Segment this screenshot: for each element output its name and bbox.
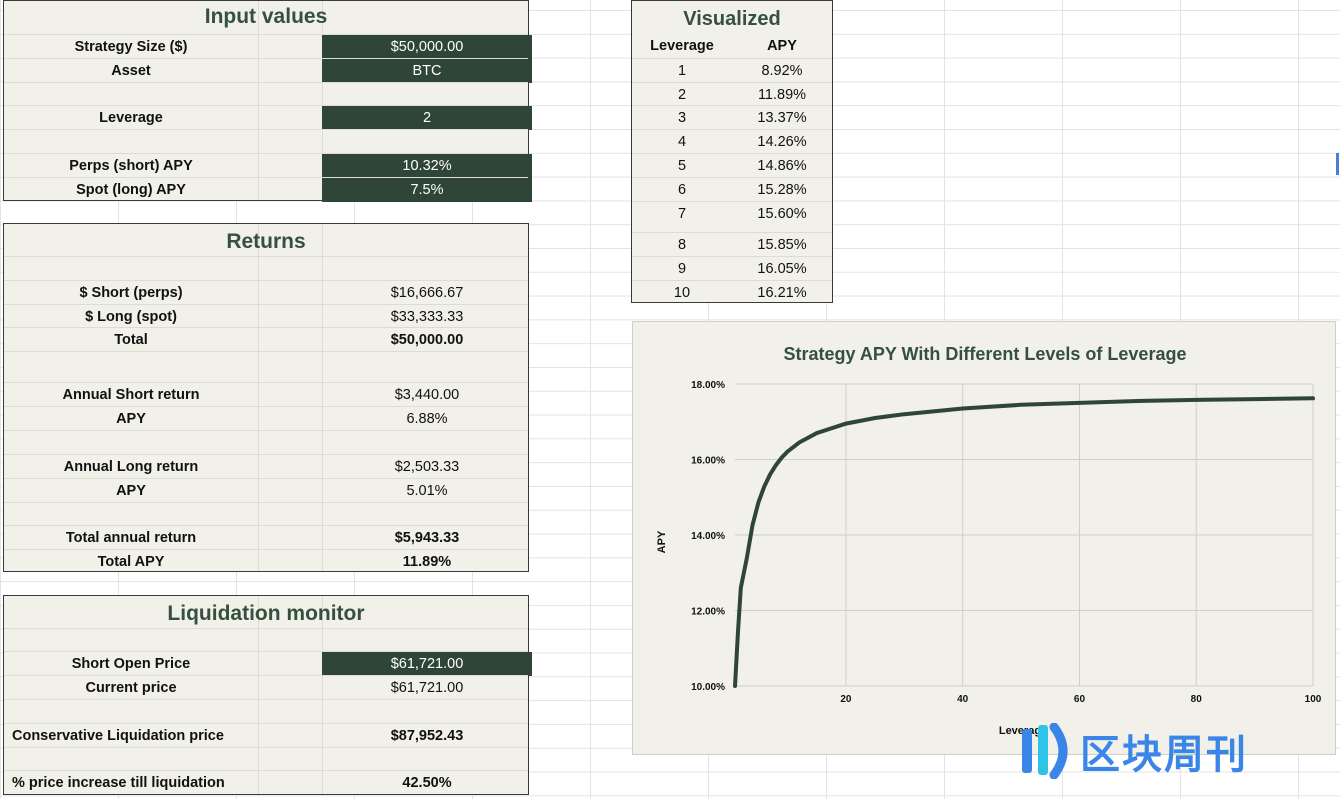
apy-cell[interactable]: 13.37% bbox=[757, 110, 807, 126]
apy-series-line bbox=[733, 396, 1315, 688]
apy-cell[interactable]: 14.86% bbox=[757, 158, 807, 174]
total-annual-return-label: Total annual return bbox=[65, 530, 197, 546]
total-annual-return-value[interactable]: $5,943.33 bbox=[394, 530, 460, 546]
price-increase-till-liquidation-label: % price increase till liquidation bbox=[12, 775, 225, 791]
table-row: 8 15.85% bbox=[632, 232, 832, 257]
conservative-liquidation-price-value[interactable]: $87,952.43 bbox=[390, 728, 464, 744]
total-label: Total bbox=[114, 332, 148, 348]
current-price-value[interactable]: $61,721.00 bbox=[390, 680, 464, 696]
watermark: 区块周刊 bbox=[1020, 722, 1248, 780]
leverage-cell[interactable]: 5 bbox=[677, 158, 687, 174]
scroll-indicator[interactable] bbox=[1336, 153, 1339, 175]
strategy-size-label: Strategy Size ($) bbox=[74, 39, 188, 55]
table-row: 10 16.21% bbox=[632, 280, 832, 305]
x-tick-label: 20 bbox=[840, 694, 852, 705]
apy-cell[interactable]: 15.60% bbox=[757, 206, 807, 222]
y-tick-label: 18.00% bbox=[691, 380, 725, 391]
apy-cell[interactable]: 11.89% bbox=[757, 87, 807, 103]
leverage-cell[interactable]: 2 bbox=[322, 106, 532, 130]
table-row: 3 13.37% bbox=[632, 105, 832, 130]
short-apy-label: APY bbox=[116, 411, 146, 427]
price-increase-till-liquidation-value[interactable]: 42.50% bbox=[402, 775, 452, 791]
x-tick-label: 40 bbox=[957, 694, 969, 705]
apy-cell[interactable]: 15.28% bbox=[757, 182, 807, 198]
leverage-cell[interactable]: 10 bbox=[673, 285, 691, 301]
total-apy-label: Total APY bbox=[97, 554, 165, 570]
y-tick-label: 12.00% bbox=[691, 607, 725, 618]
leverage-cell[interactable]: 7 bbox=[677, 206, 687, 222]
short-perps-value[interactable]: $16,666.67 bbox=[390, 285, 464, 301]
y-tick-label: 10.00% bbox=[691, 682, 725, 693]
spot-apy-cell[interactable]: 7.5% bbox=[322, 178, 532, 202]
liquidation-monitor-panel: Liquidation monitor Short Open Price $61… bbox=[3, 595, 532, 795]
table-row: 6 15.28% bbox=[632, 177, 832, 202]
visualized-panel: Visualized Leverage APY 1 8.92% 2 11.89%… bbox=[631, 0, 833, 303]
table-row: 4 14.26% bbox=[632, 129, 832, 154]
liquidation-monitor-title: Liquidation monitor bbox=[167, 602, 365, 625]
leverage-cell[interactable]: 6 bbox=[677, 182, 687, 198]
long-apy-label: APY bbox=[116, 483, 146, 499]
leverage-cell[interactable]: 8 bbox=[677, 237, 687, 253]
returns-panel: Returns $ Short (perps) $16,666.67 $ Lon… bbox=[3, 223, 529, 572]
long-apy-value[interactable]: 5.01% bbox=[406, 483, 448, 499]
short-apy-value[interactable]: 6.88% bbox=[406, 411, 448, 427]
long-spot-value[interactable]: $33,333.33 bbox=[390, 309, 464, 325]
leverage-cell[interactable]: 3 bbox=[677, 110, 687, 126]
apy-cell[interactable]: 16.21% bbox=[757, 285, 807, 301]
watermark-text: 区块周刊 bbox=[1080, 732, 1248, 778]
perps-apy-cell[interactable]: 10.32% bbox=[322, 154, 532, 178]
x-tick-label: 80 bbox=[1191, 694, 1203, 705]
short-open-price-label: Short Open Price bbox=[71, 656, 191, 672]
leverage-cell[interactable]: 1 bbox=[677, 63, 687, 79]
table-row: 1 8.92% bbox=[632, 58, 832, 83]
asset-label: Asset bbox=[111, 63, 151, 79]
annual-short-return-label: Annual Short return bbox=[62, 387, 200, 403]
x-tick-label: 100 bbox=[1305, 694, 1322, 705]
leverage-column-header: Leverage bbox=[650, 38, 714, 54]
conservative-liquidation-price-label: Conservative Liquidation price bbox=[12, 728, 224, 744]
asset-cell[interactable]: BTC bbox=[322, 59, 532, 83]
apy-chart-panel[interactable]: Strategy APY With Different Levels of Le… bbox=[632, 321, 1336, 755]
y-tick-label: 16.00% bbox=[691, 456, 725, 467]
apy-cell[interactable]: 15.85% bbox=[757, 237, 807, 253]
leverage-cell[interactable]: 4 bbox=[677, 134, 687, 150]
table-row: 2 11.89% bbox=[632, 82, 832, 107]
apy-line-chart: Strategy APY With Different Levels of Le… bbox=[656, 344, 1322, 737]
x-tick-label: 60 bbox=[1074, 694, 1086, 705]
leverage-cell[interactable]: 2 bbox=[677, 87, 687, 103]
long-spot-label: $ Long (spot) bbox=[85, 309, 177, 325]
annual-long-return-label: Annual Long return bbox=[63, 459, 199, 475]
input-values-panel: Input values Strategy Size ($) $50,000.0… bbox=[3, 0, 532, 202]
apy-cell[interactable]: 16.05% bbox=[757, 261, 807, 277]
perps-apy-label: Perps (short) APY bbox=[69, 158, 193, 174]
short-open-price-cell[interactable]: $61,721.00 bbox=[322, 652, 532, 676]
total-apy-value[interactable]: 11.89% bbox=[402, 554, 452, 570]
leverage-cell[interactable]: 9 bbox=[677, 261, 687, 277]
leverage-label: Leverage bbox=[99, 110, 163, 126]
strategy-size-cell[interactable]: $50,000.00 bbox=[322, 35, 532, 59]
annual-short-return-value[interactable]: $3,440.00 bbox=[394, 387, 460, 403]
apy-column-header: APY bbox=[767, 38, 797, 54]
input-values-title: Input values bbox=[204, 5, 328, 28]
apy-cell[interactable]: 14.26% bbox=[757, 134, 807, 150]
table-row: 5 14.86% bbox=[632, 153, 832, 178]
total-value[interactable]: $50,000.00 bbox=[390, 332, 464, 348]
spot-apy-label: Spot (long) APY bbox=[76, 182, 186, 198]
y-tick-label: 14.00% bbox=[691, 531, 725, 542]
annual-long-return-value[interactable]: $2,503.33 bbox=[394, 459, 460, 475]
chart-title: Strategy APY With Different Levels of Le… bbox=[784, 344, 1187, 364]
y-axis-label: APY bbox=[656, 530, 668, 553]
table-row: 7 15.60% bbox=[632, 201, 832, 226]
visualized-title: Visualized bbox=[683, 8, 781, 30]
short-perps-label: $ Short (perps) bbox=[79, 285, 183, 301]
returns-title: Returns bbox=[226, 230, 306, 253]
current-price-label: Current price bbox=[85, 680, 177, 696]
apy-cell[interactable]: 8.92% bbox=[761, 63, 803, 79]
watermark-logo-icon bbox=[1022, 723, 1068, 779]
table-row: 9 16.05% bbox=[632, 256, 832, 281]
